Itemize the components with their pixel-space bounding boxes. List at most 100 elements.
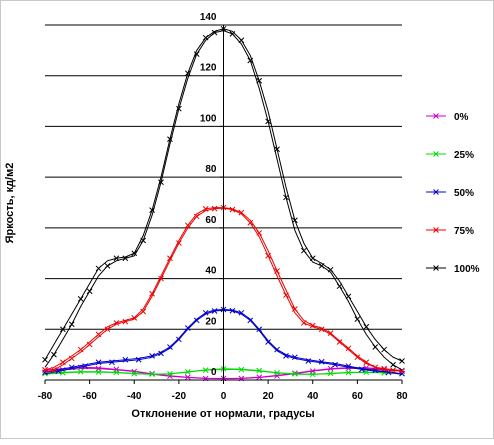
data-point	[55, 368, 62, 374]
data-point	[140, 237, 147, 244]
data-point	[86, 341, 93, 348]
data-point	[390, 367, 396, 374]
data-point	[167, 371, 173, 377]
x-tick-label: -20	[172, 391, 187, 402]
legend: 0% 25% 50% 75% 100%	[426, 112, 480, 275]
data-point	[256, 326, 263, 333]
data-point	[390, 361, 396, 368]
data-point	[305, 358, 312, 364]
data-point	[140, 308, 147, 315]
data-point	[176, 240, 182, 246]
data-point	[193, 51, 200, 58]
axis-layer: 0 20 40 60 80 100 120 140 -80 -60 -40 -20 0 20 40 60 80	[38, 12, 408, 402]
data-point	[104, 263, 111, 269]
data-point	[309, 371, 316, 378]
data-point	[135, 356, 142, 363]
data-point	[358, 366, 365, 373]
legend-marker	[433, 227, 439, 233]
data-point	[104, 326, 111, 333]
legend-marker	[433, 265, 439, 271]
x-tick-label: 20	[263, 391, 275, 402]
data-point	[354, 316, 361, 322]
data-point	[300, 247, 307, 254]
data-point	[211, 29, 218, 36]
x-tick-label: 60	[352, 391, 364, 402]
data-point	[265, 252, 271, 259]
data-point	[399, 370, 405, 377]
x-tick-label: -40	[127, 391, 142, 402]
legend-marker	[433, 189, 439, 195]
legend-label: 50%	[454, 188, 474, 199]
x-tick-label: 80	[396, 391, 408, 402]
data-point	[238, 366, 245, 373]
data-point	[51, 351, 57, 358]
y-tick-label: 20	[205, 316, 217, 327]
data-point	[122, 318, 129, 325]
legend-marker	[433, 151, 439, 157]
y-tick-label: 100	[200, 113, 217, 124]
data-point	[399, 358, 405, 364]
data-point	[345, 369, 352, 376]
data-point	[318, 326, 325, 333]
data-point	[372, 364, 379, 371]
data-point	[274, 370, 280, 376]
data-point	[131, 370, 138, 377]
data-point	[265, 118, 271, 125]
data-point	[327, 330, 334, 336]
data-point	[202, 34, 209, 41]
y-axis-title: Яркость, кд/м2	[4, 163, 16, 244]
legend-label: 75%	[454, 226, 474, 237]
data-point	[86, 288, 93, 295]
data-point	[68, 355, 75, 362]
data-point	[202, 367, 209, 373]
data-point	[229, 31, 236, 37]
data-point	[158, 275, 164, 282]
data-point	[300, 320, 307, 326]
data-point	[372, 344, 379, 350]
legend-label: 0%	[454, 112, 469, 123]
x-tick-label: 40	[307, 391, 319, 402]
data-point	[211, 205, 218, 212]
data-point	[336, 339, 343, 345]
x-axis-title: Отклонение от нормали, градусы	[131, 408, 314, 420]
data-point	[345, 345, 352, 352]
data-point	[184, 222, 191, 229]
y-tick-label: 40	[205, 266, 217, 277]
data-point	[363, 323, 370, 330]
data-point	[167, 373, 173, 380]
data-point	[332, 361, 338, 368]
data-point	[292, 370, 298, 377]
data-point	[283, 353, 289, 359]
data-point	[238, 309, 245, 316]
data-point	[184, 325, 191, 331]
y-tick-label: 80	[205, 164, 217, 175]
data-point	[193, 213, 200, 220]
data-point	[283, 194, 289, 201]
data-point	[95, 331, 102, 338]
data-point	[247, 219, 254, 226]
data-point	[68, 321, 75, 328]
y-tick-label: 0	[211, 367, 217, 378]
data-point	[176, 336, 182, 343]
data-point	[95, 265, 102, 272]
data-point	[95, 369, 102, 375]
data-point	[318, 263, 325, 269]
data-point	[292, 306, 298, 312]
data-point	[193, 317, 200, 324]
legend-label: 25%	[454, 150, 474, 161]
legend-item-1: 25%	[426, 150, 474, 161]
data-point	[247, 57, 254, 64]
data-point	[176, 105, 182, 112]
data-point	[265, 339, 271, 345]
legend-item-0: 0%	[426, 112, 469, 123]
data-point	[381, 346, 388, 353]
data-point	[158, 350, 164, 357]
data-point	[229, 206, 236, 213]
data-point	[158, 179, 164, 186]
data-point	[77, 296, 84, 302]
data-point	[202, 309, 209, 316]
y-tick-label: 120	[200, 63, 217, 74]
x-tick-label: -80	[38, 391, 53, 402]
